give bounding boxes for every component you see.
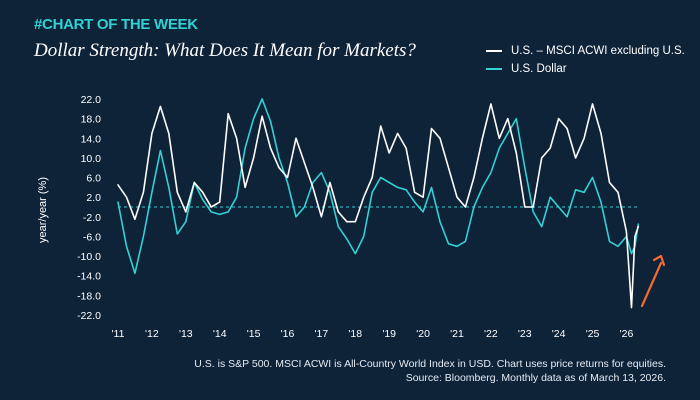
- series-lines: [117, 98, 640, 309]
- y-tick-label: 14.0: [81, 133, 102, 145]
- x-tick-label: '18: [348, 328, 362, 340]
- chart-title: Dollar Strength: What Does It Mean for M…: [34, 40, 416, 61]
- chart-tag: #CHART OF THE WEEK: [34, 16, 198, 33]
- x-axis: '11 '12 '13 '14 '15 '16 '17 '18 '19 '20 '21 '22 '23 '…: [112, 328, 634, 340]
- y-tick-label: -14.0: [77, 271, 101, 283]
- x-tick-label: '15: [247, 328, 261, 340]
- x-tick-label: '14: [213, 328, 227, 340]
- x-tick-label: '20: [416, 328, 430, 340]
- y-tick-label: -6.0: [83, 231, 101, 243]
- y-tick-label: 6.0: [86, 173, 101, 185]
- y-tick-label: 18.0: [81, 114, 102, 126]
- series-line-equity-spread: [117, 103, 640, 309]
- y-axis-label: year/year (%): [37, 177, 49, 243]
- legend-label-dollar: U.S. Dollar: [511, 63, 567, 75]
- x-tick-label: '13: [179, 328, 193, 340]
- legend: U.S. – MSCI ACWI excluding U.S. U.S. Dol…: [486, 42, 685, 78]
- footnotes: U.S. is S&P 500. MSCI ACWI is All-Countr…: [194, 357, 666, 385]
- y-tick-label: -2.0: [83, 212, 101, 224]
- y-tick-label: 10.0: [81, 153, 102, 165]
- y-tick-label: -22.0: [77, 310, 101, 322]
- series-line-us-dollar: [117, 98, 640, 275]
- legend-label-equity: U.S. – MSCI ACWI excluding U.S.: [511, 45, 685, 57]
- footnote-definitions: U.S. is S&P 500. MSCI ACWI is All-Countr…: [194, 358, 666, 370]
- x-tick-label: '24: [552, 328, 566, 340]
- y-axis: 22.0 18.0 14.0 10.0 6.0 2.0 -2.0 -6.0 -10.0 -14.0…: [77, 94, 101, 322]
- x-tick-label: '22: [484, 328, 498, 340]
- y-tick-label: -18.0: [77, 290, 101, 302]
- x-tick-label: '17: [315, 328, 329, 340]
- x-tick-label: '19: [382, 328, 396, 340]
- legend-swatch-dollar: [486, 68, 502, 70]
- legend-item-dollar: U.S. Dollar: [486, 60, 685, 78]
- x-tick-label: '12: [145, 328, 159, 340]
- x-tick-label: '16: [281, 328, 295, 340]
- x-tick-label: '23: [518, 328, 532, 340]
- x-tick-label: '21: [450, 328, 464, 340]
- x-tick-label: '26: [620, 328, 634, 340]
- x-tick-label: '25: [586, 328, 600, 340]
- y-tick-label: 2.0: [86, 192, 101, 204]
- legend-swatch-equity: [486, 50, 502, 52]
- x-tick-label: '11: [112, 328, 125, 340]
- legend-item-equity: U.S. – MSCI ACWI excluding U.S.: [486, 42, 685, 60]
- y-tick-label: -10.0: [77, 251, 101, 263]
- footnote-source: Source: Bloomberg. Monthly data as of Ma…: [405, 372, 666, 384]
- up-arrow-icon: [640, 254, 666, 308]
- y-tick-label: 22.0: [81, 94, 102, 106]
